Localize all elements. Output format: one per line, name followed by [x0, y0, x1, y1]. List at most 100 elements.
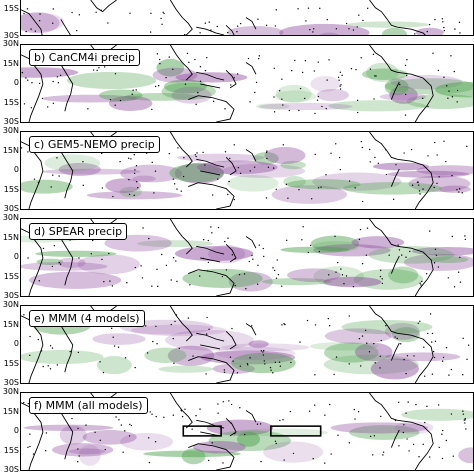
significance-stipple — [437, 404, 440, 406]
significance-stipple — [94, 431, 96, 433]
positive-anomaly-blob — [279, 23, 370, 35]
positive-anomaly-blob — [42, 94, 138, 103]
map-f — [21, 393, 473, 470]
significance-stipple — [339, 71, 342, 73]
negative-anomaly-blob — [156, 58, 185, 77]
significance-stipple — [174, 320, 176, 323]
significance-stipple — [136, 181, 138, 183]
significance-stipple — [207, 459, 210, 462]
significance-stipple — [211, 194, 214, 196]
significance-stipple — [69, 350, 71, 353]
significance-stipple — [173, 362, 175, 364]
significance-stipple — [52, 102, 55, 104]
significance-stipple — [419, 282, 421, 284]
significance-stipple — [157, 85, 160, 87]
significance-stipple — [112, 195, 114, 198]
coastline — [200, 257, 221, 263]
significance-stipple — [412, 443, 415, 446]
significance-stipple — [357, 111, 359, 114]
significance-stipple — [325, 174, 327, 176]
significance-stipple — [361, 262, 364, 265]
significance-stipple — [130, 158, 132, 160]
significance-stipple — [254, 91, 256, 94]
significance-stipple — [227, 31, 229, 34]
significance-stipple — [424, 421, 426, 424]
significance-stipple — [128, 193, 131, 196]
significance-stipple — [168, 56, 170, 58]
negative-anomaly-blob — [21, 179, 73, 194]
significance-stipple — [464, 238, 467, 241]
positive-anomaly-blob — [228, 271, 273, 292]
significance-stipple — [216, 25, 218, 28]
lat-label: 30S — [3, 31, 19, 40]
significance-stipple — [380, 269, 382, 272]
significance-stipple — [21, 71, 24, 74]
significance-stipple — [320, 186, 322, 188]
coastline — [169, 393, 193, 429]
significance-stipple — [204, 69, 207, 72]
significance-stipple — [447, 97, 449, 99]
significance-stipple — [411, 184, 414, 186]
significance-stipple — [259, 423, 262, 425]
significance-stipple — [187, 317, 190, 319]
significance-stipple — [354, 418, 356, 420]
significance-stipple — [325, 107, 327, 110]
significance-stipple — [381, 282, 384, 285]
significance-stipple — [135, 89, 137, 91]
significance-stipple — [340, 84, 342, 86]
significance-stipple — [425, 273, 428, 275]
negative-anomaly-blob — [275, 84, 312, 103]
significance-stipple — [22, 401, 25, 404]
significance-stipple — [176, 188, 178, 190]
significance-stipple — [357, 411, 360, 413]
significance-stipple — [462, 374, 464, 376]
panel-f-map: f) MMM (all models) — [20, 392, 474, 471]
significance-stipple — [82, 184, 85, 186]
significance-stipple — [38, 280, 41, 282]
significance-stipple — [281, 285, 283, 287]
significance-stipple — [352, 29, 355, 31]
significance-stipple — [362, 19, 364, 22]
negative-anomaly-blob — [143, 450, 241, 458]
coastline — [60, 325, 74, 373]
significance-stipple — [360, 57, 362, 59]
significance-stipple — [27, 446, 29, 448]
coastline — [245, 62, 257, 75]
significance-stipple — [269, 366, 272, 369]
significance-stipple — [358, 337, 361, 340]
significance-stipple — [29, 433, 31, 435]
significance-stipple — [360, 365, 362, 367]
significance-stipple — [366, 227, 369, 229]
significance-stipple — [145, 325, 147, 327]
positive-anomaly-blob — [82, 430, 137, 445]
coastline — [60, 412, 74, 460]
significance-stipple — [368, 351, 371, 353]
significance-stipple — [451, 96, 454, 98]
significance-stipple — [27, 79, 29, 81]
negative-anomaly-blob — [182, 268, 263, 289]
negative-anomaly-blob — [66, 71, 157, 90]
significance-stipple — [120, 424, 123, 426]
significance-stipple — [339, 85, 341, 87]
significance-stipple — [205, 373, 207, 375]
significance-stipple — [111, 327, 113, 330]
significance-stipple — [464, 422, 466, 424]
significance-stipple — [275, 188, 277, 190]
lat-label: 0 — [13, 165, 19, 174]
significance-stipple — [445, 439, 448, 442]
significance-stipple — [321, 105, 323, 108]
significance-stipple — [366, 342, 368, 344]
significance-stipple — [111, 285, 114, 287]
significance-stipple — [272, 167, 275, 169]
coastline — [390, 81, 400, 100]
positive-anomaly-blob — [312, 172, 402, 191]
significance-stipple — [25, 30, 27, 33]
negative-anomaly-blob — [231, 352, 296, 374]
significance-stipple — [236, 25, 239, 27]
significance-stipple — [397, 401, 400, 403]
significance-stipple — [165, 264, 168, 267]
significance-stipple — [299, 341, 301, 343]
positive-anomaly-blob — [120, 164, 183, 183]
negative-anomaly-blob — [310, 235, 360, 252]
significance-stipple — [162, 11, 164, 13]
